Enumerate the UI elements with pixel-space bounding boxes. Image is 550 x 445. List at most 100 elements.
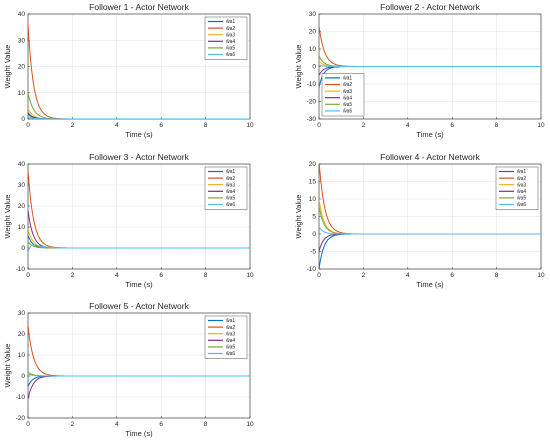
legend-box	[204, 315, 248, 359]
legend-entry: ŵa4	[226, 338, 235, 344]
subplot-5: 0 2 4 6 8 10 -20 -10 0 10 20 30 Follower 5 - Actor N…	[3, 301, 254, 438]
y-tick-label: 20	[18, 331, 26, 338]
y-tick-label: 10	[18, 224, 26, 231]
legend-entry: ŵa2	[226, 26, 235, 32]
legend-box	[321, 73, 365, 117]
x-tick-label: 6	[159, 272, 163, 279]
x-tick-label: 8	[204, 272, 208, 279]
legend-entry: ŵa1	[226, 169, 235, 175]
y-tick-label: 0	[312, 64, 316, 71]
legend-entry: ŵa2	[343, 82, 352, 88]
series-group	[28, 24, 250, 119]
legend-entry: ŵa1	[226, 318, 235, 324]
y-tick-label: 30	[309, 11, 317, 18]
x-tick-label: 4	[115, 122, 119, 129]
legend-entry: ŵa6	[517, 202, 526, 208]
legend-entry: ŵa6	[226, 351, 235, 357]
chart-title: Follower 3 - Actor Network	[89, 152, 189, 162]
y-tick-label: 0	[21, 116, 25, 123]
series-line-6	[28, 244, 250, 253]
x-tick-label: 8	[204, 421, 208, 428]
y-tick-label: 30	[18, 310, 26, 317]
legend-entry: ŵa3	[343, 89, 352, 95]
x-axis-label: Time (s)	[125, 280, 153, 289]
y-tick-label: 40	[18, 161, 26, 168]
x-axis-label: Time (s)	[416, 280, 444, 289]
y-tick-label: 10	[18, 352, 26, 359]
legend-entry: ŵa6	[226, 202, 235, 208]
legend-entry: ŵa5	[226, 196, 235, 202]
x-tick-label: 2	[362, 272, 366, 279]
y-tick-label: 30	[18, 37, 26, 44]
y-tick-label: 0	[21, 373, 25, 380]
x-tick-label: 10	[537, 272, 545, 279]
x-tick-label: 0	[317, 122, 321, 129]
y-tick-label: 30	[18, 182, 26, 189]
axes-box	[27, 163, 251, 270]
x-tick-label: 0	[26, 272, 30, 279]
subplot-1: 0 2 4 6 8 10 0 10 20 30 40 Follower 1 - Actor Netwo…	[3, 2, 254, 139]
subplot-2: 0 2 4 6 8 10 -30 -20 -10 0 10 20 30 Follower 2 - Acto…	[294, 2, 545, 139]
x-tick-label: 10	[246, 272, 254, 279]
y-tick-label: 20	[309, 161, 317, 168]
legend-entry: ŵa4	[226, 39, 235, 45]
x-tick-label: 0	[26, 421, 30, 428]
x-axis-label: Time (s)	[125, 130, 153, 139]
series-line-6	[319, 64, 541, 67]
x-tick-label: 10	[537, 122, 545, 129]
legend-box	[204, 16, 248, 60]
x-tick-label: 4	[406, 122, 410, 129]
axes-box	[27, 312, 251, 419]
y-axis-label: Weight Value	[294, 45, 303, 89]
y-tick-label: -10	[16, 394, 26, 401]
y-tick-label: -10	[307, 81, 317, 88]
y-tick-label: 10	[18, 90, 26, 97]
legend-entry: ŵa2	[226, 176, 235, 182]
x-tick-label: 4	[115, 421, 119, 428]
y-tick-label: 20	[18, 64, 26, 71]
legend-box	[495, 166, 539, 210]
y-tick-label: 5	[312, 214, 316, 221]
legend-entry: ŵa1	[517, 169, 526, 175]
x-tick-label: 0	[26, 122, 30, 129]
x-tick-label: 6	[159, 421, 163, 428]
x-tick-label: 6	[159, 122, 163, 129]
x-axis-label: Time (s)	[416, 130, 444, 139]
x-tick-label: 2	[71, 272, 75, 279]
x-tick-label: 4	[406, 272, 410, 279]
x-tick-label: 4	[115, 272, 119, 279]
legend-entry: ŵa6	[226, 52, 235, 58]
subplot-4: 0 2 4 6 8 10 -10 -5 0 5 10 15 20 Follower 4 - Actor N…	[294, 152, 545, 289]
series-group	[28, 325, 250, 400]
legend-entry: ŵa3	[226, 182, 235, 188]
legend-entry: ŵa4	[226, 189, 235, 195]
legend-entry: ŵa5	[226, 345, 235, 351]
x-tick-label: 0	[317, 272, 321, 279]
y-tick-label: -10	[16, 266, 26, 273]
y-tick-label: -30	[307, 116, 317, 123]
x-tick-label: 2	[71, 122, 75, 129]
legend-entry: ŵa3	[226, 32, 235, 38]
series-group	[28, 170, 250, 253]
legend-entry: ŵa4	[343, 95, 352, 101]
y-tick-label: -10	[307, 266, 317, 273]
y-tick-label: -5	[310, 249, 316, 256]
x-tick-label: 8	[495, 122, 499, 129]
series-line-6	[319, 226, 541, 235]
x-tick-label: 8	[495, 272, 499, 279]
x-tick-label: 6	[450, 272, 454, 279]
y-tick-label: 10	[309, 46, 317, 53]
y-axis-label: Weight Value	[3, 45, 12, 89]
y-tick-label: 15	[309, 179, 317, 186]
legend-entry: ŵa5	[226, 46, 235, 52]
y-tick-label: 40	[18, 11, 26, 18]
legend-entry: ŵa2	[226, 325, 235, 331]
legend-entry: ŵa1	[343, 76, 352, 82]
x-tick-label: 8	[204, 122, 208, 129]
y-tick-label: -20	[307, 99, 317, 106]
